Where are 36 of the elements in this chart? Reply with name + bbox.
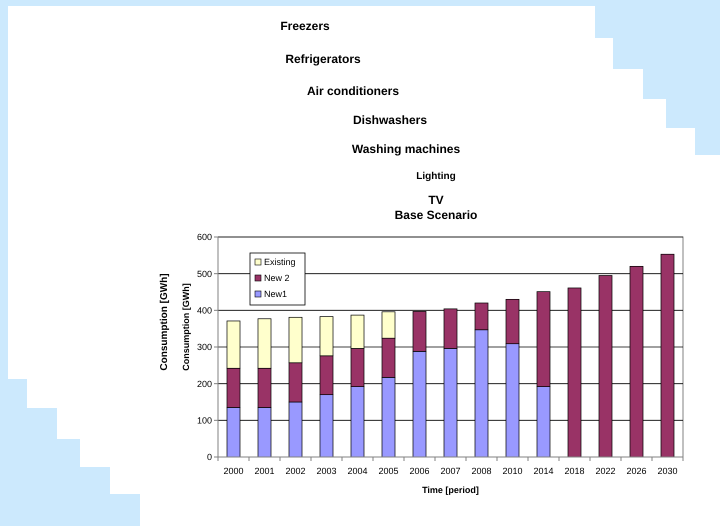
text: Refrigerators <box>285 52 362 66</box>
x-tick-label: 2001 <box>254 466 275 476</box>
y-tick-label: 600 <box>196 232 212 242</box>
y-tick-label: 300 <box>196 342 212 352</box>
chart-title: TV <box>428 193 444 207</box>
text: Consumption [GWh] <box>159 273 170 371</box>
x-tick-label: 2002 <box>285 466 306 476</box>
x-tick-label: 2022 <box>595 466 616 476</box>
x-tick-label: 2030 <box>657 466 678 476</box>
text: Lighting <box>416 171 456 182</box>
text: Freezers <box>280 19 330 33</box>
x-axis-title: Time [period] <box>422 485 479 495</box>
x-tick-label: 2014 <box>533 466 554 476</box>
x-tick-label: 2003 <box>316 466 337 476</box>
y-tick-label: 500 <box>196 268 212 279</box>
legend-label: New1 <box>264 289 288 299</box>
x-tick-label: 2000 <box>223 466 244 476</box>
x-tick-label: 2004 <box>347 466 368 476</box>
legend-label: New 2 <box>264 273 290 283</box>
x-tick-label: 2007 <box>440 466 461 476</box>
chart-subtitle: Base Scenario <box>394 208 478 222</box>
y-axis-title: Consumption [GWh] <box>181 283 191 371</box>
text: Dishwashers <box>352 113 428 127</box>
x-tick-label: 2018 <box>564 466 585 476</box>
x-tick-label: 2008 <box>471 466 492 476</box>
y-tick-label: 400 <box>196 305 212 316</box>
y-tick-label: 200 <box>196 378 212 389</box>
x-tick-label: 2006 <box>409 466 430 476</box>
x-tick-label: 2026 <box>626 466 647 476</box>
y-tick-label: 0 <box>206 452 212 462</box>
legend-label: Existing <box>264 257 296 267</box>
text: Air conditioners <box>306 84 400 98</box>
y-tick-label: 100 <box>196 415 212 426</box>
text: Washing machines <box>352 142 460 156</box>
x-tick-label: 2005 <box>378 466 399 476</box>
x-tick-label: 2010 <box>502 466 523 476</box>
